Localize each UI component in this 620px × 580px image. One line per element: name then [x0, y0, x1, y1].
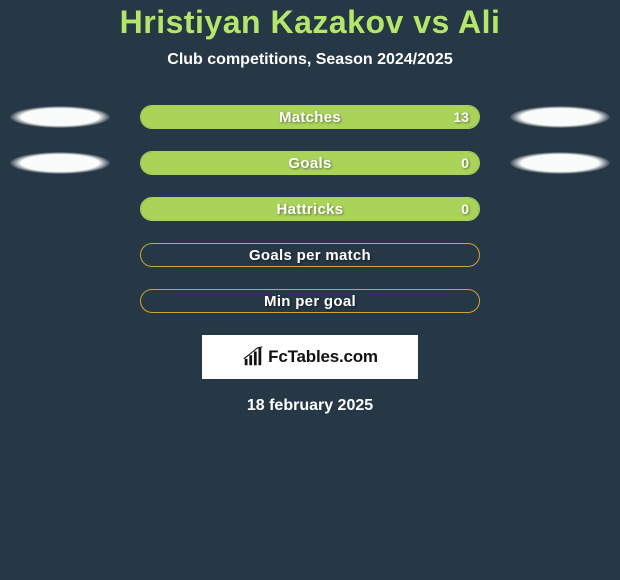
- comparison-card: Hristiyan Kazakov vs Ali Club competitio…: [0, 0, 620, 415]
- bar-wrap: Matches 13: [140, 105, 480, 129]
- bar-wrap: Hattricks 0: [140, 197, 480, 221]
- left-blob: [10, 152, 110, 174]
- brand-box: FcTables.com: [202, 335, 418, 379]
- bar-value: 13: [453, 109, 469, 125]
- stat-bar: Min per goal: [140, 289, 480, 313]
- stat-row: Goals 0: [0, 151, 620, 175]
- date-text: 18 february 2025: [0, 397, 620, 415]
- bar-label: Hattricks: [277, 201, 344, 218]
- stat-bar: Goals per match: [140, 243, 480, 267]
- stat-bar: Hattricks 0: [140, 197, 480, 221]
- stat-rows: Matches 13 Goals 0 Hattricks 0 Goals per match…: [0, 105, 620, 313]
- brand-text: FcTables.com: [268, 347, 378, 367]
- stat-row: Goals per match: [0, 243, 620, 267]
- bar-label: Goals per match: [249, 247, 371, 264]
- page-title: Hristiyan Kazakov vs Ali: [0, 4, 620, 41]
- subtitle: Club competitions, Season 2024/2025: [0, 51, 620, 69]
- bar-label: Matches: [279, 109, 341, 126]
- bar-label: Goals: [288, 155, 331, 172]
- left-blob: [10, 106, 110, 128]
- bar-wrap: Goals per match: [140, 243, 480, 267]
- bar-label: Min per goal: [264, 293, 356, 310]
- stat-bar: Matches 13: [140, 105, 480, 129]
- stat-row: Hattricks 0: [0, 197, 620, 221]
- bar-value: 0: [461, 155, 469, 171]
- bar-wrap: Min per goal: [140, 289, 480, 313]
- stat-bar: Goals 0: [140, 151, 480, 175]
- bar-value: 0: [461, 201, 469, 217]
- right-blob: [510, 152, 610, 174]
- stat-row: Min per goal: [0, 289, 620, 313]
- right-blob: [510, 106, 610, 128]
- bar-chart-icon: [242, 346, 264, 368]
- stat-row: Matches 13: [0, 105, 620, 129]
- bar-wrap: Goals 0: [140, 151, 480, 175]
